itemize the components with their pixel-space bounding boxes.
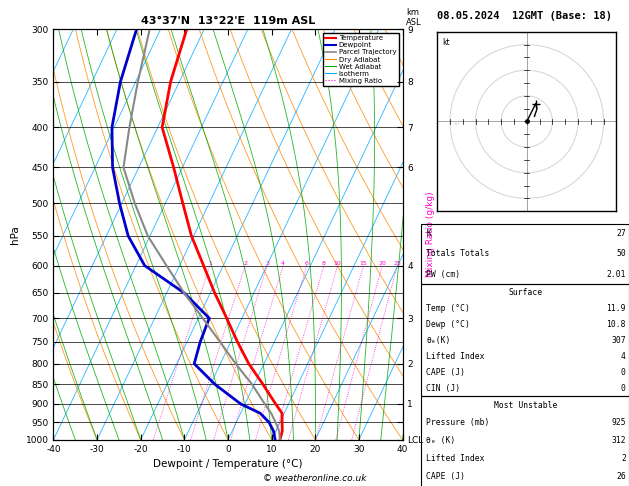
Text: 0: 0 xyxy=(621,367,626,377)
Text: 10.8: 10.8 xyxy=(606,320,626,329)
X-axis label: Dewpoint / Temperature (°C): Dewpoint / Temperature (°C) xyxy=(153,459,303,469)
Text: 2: 2 xyxy=(243,260,247,265)
Text: 08.05.2024  12GMT (Base: 18): 08.05.2024 12GMT (Base: 18) xyxy=(437,11,612,21)
Text: © weatheronline.co.uk: © weatheronline.co.uk xyxy=(263,474,366,483)
Text: 925: 925 xyxy=(611,418,626,427)
Text: 26: 26 xyxy=(616,472,626,481)
Text: Most Unstable: Most Unstable xyxy=(494,400,557,410)
Text: PW (cm): PW (cm) xyxy=(426,270,460,278)
Text: Dewp (°C): Dewp (°C) xyxy=(426,320,470,329)
Text: 8: 8 xyxy=(322,260,326,265)
Text: Lifted Index: Lifted Index xyxy=(426,454,485,463)
Text: 25: 25 xyxy=(393,260,401,265)
Text: 6: 6 xyxy=(304,260,309,265)
Text: 50: 50 xyxy=(616,249,626,259)
Text: 312: 312 xyxy=(611,436,626,445)
Text: 15: 15 xyxy=(360,260,367,265)
Text: 20: 20 xyxy=(378,260,386,265)
Text: Temp (°C): Temp (°C) xyxy=(426,304,470,313)
Text: K: K xyxy=(426,229,431,238)
Text: 10: 10 xyxy=(334,260,342,265)
Title: 43°37'N  13°22'E  119m ASL: 43°37'N 13°22'E 119m ASL xyxy=(141,16,315,26)
Text: 1: 1 xyxy=(208,260,212,265)
Text: θₑ(K): θₑ(K) xyxy=(426,336,451,345)
Text: CAPE (J): CAPE (J) xyxy=(426,367,465,377)
Text: kt: kt xyxy=(442,38,450,47)
Text: 3: 3 xyxy=(265,260,269,265)
Text: 307: 307 xyxy=(611,336,626,345)
Text: 4: 4 xyxy=(621,352,626,361)
Text: 27: 27 xyxy=(616,229,626,238)
Text: Pressure (mb): Pressure (mb) xyxy=(426,418,490,427)
Text: 30: 30 xyxy=(452,122,460,126)
Text: 2: 2 xyxy=(621,454,626,463)
Text: 2.01: 2.01 xyxy=(606,270,626,278)
Text: Surface: Surface xyxy=(508,288,542,297)
Text: 11.9: 11.9 xyxy=(606,304,626,313)
Y-axis label: Mixing Ratio (g/kg): Mixing Ratio (g/kg) xyxy=(426,191,435,278)
Text: Totals Totals: Totals Totals xyxy=(426,249,490,259)
Y-axis label: hPa: hPa xyxy=(10,225,20,244)
Text: CIN (J): CIN (J) xyxy=(426,383,460,393)
Text: CAPE (J): CAPE (J) xyxy=(426,472,465,481)
Text: km
ASL: km ASL xyxy=(406,8,421,27)
Legend: Temperature, Dewpoint, Parcel Trajectory, Dry Adiabat, Wet Adiabat, Isotherm, Mi: Temperature, Dewpoint, Parcel Trajectory… xyxy=(323,33,399,87)
Text: Lifted Index: Lifted Index xyxy=(426,352,485,361)
Text: 4: 4 xyxy=(281,260,285,265)
Text: θₑ (K): θₑ (K) xyxy=(426,436,456,445)
Text: 0: 0 xyxy=(621,383,626,393)
